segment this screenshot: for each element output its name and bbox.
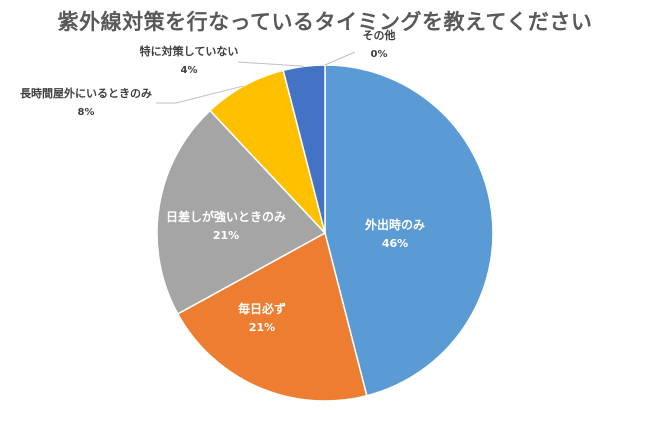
pie-slice-1 [324,64,494,397]
slice-value-4: 8% [78,107,95,118]
pie-slice-3 [156,109,327,315]
slice-label-6: その他 0% [324,28,396,66]
slice-name-6: その他 [363,28,396,42]
slice-value-6: 0% [371,49,388,60]
slice-label-4: 長時間屋外にいるときのみ 8% [20,85,245,118]
leader-line-4 [156,85,245,104]
slice-value-3: 21% [213,229,239,242]
pie-labels: 外出時のみ 46% 毎日必ず 21% 日差しが強いときのみ 21% 長時間屋外にいるときのみ… [20,28,425,334]
leader-line-6 [324,51,356,66]
slice-name-2: 毎日必ず [238,301,286,316]
chart-title: 紫外線対策を行なっているタイミングを教えてください [57,10,593,34]
slice-label-5: 特に対策していない 4% [140,44,304,76]
slice-name-3: 日差しが強いときのみ [166,209,286,224]
slice-label-3: 日差しが強いときのみ 21% [166,209,286,242]
pie-slices [156,64,494,402]
slice-name-5: 特に対策していない [140,44,239,58]
slice-label-2: 毎日必ず 21% [238,301,286,334]
slice-value-5: 4% [181,65,198,76]
slice-value-1: 46% [382,237,408,250]
slice-name-4: 長時間屋外にいるときのみ [20,86,152,100]
slice-name-1: 外出時のみ [365,217,425,232]
leader-line-5 [237,61,304,67]
pie-slice-5 [282,64,326,234]
slice-value-2: 21% [249,321,275,334]
pie-slice-2 [176,231,368,402]
slice-label-1: 外出時のみ 46% [365,217,425,250]
